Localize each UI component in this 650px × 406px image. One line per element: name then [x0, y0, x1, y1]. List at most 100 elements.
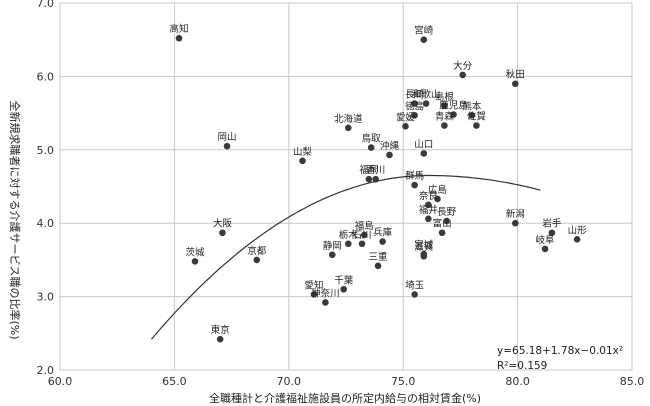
point-label: 茨城	[185, 246, 205, 258]
data-point	[420, 36, 428, 43]
data-point	[322, 299, 329, 306]
point-label: 群馬	[405, 170, 424, 182]
data-point	[328, 251, 336, 259]
data-point	[422, 100, 430, 107]
grid-layer	[59, 2, 633, 371]
data-point	[216, 335, 224, 343]
data-point	[402, 123, 409, 130]
data-point	[473, 122, 480, 129]
y-axis-title: 全新規求職者に対する介護サービス職の比率(%)	[8, 100, 22, 339]
point-label: 青森	[435, 111, 455, 123]
point-label: 富山	[433, 218, 452, 230]
data-point	[358, 240, 366, 248]
trendline-equation: y=65.18+1.78x−0.01x²	[497, 345, 623, 357]
data-point	[344, 240, 352, 248]
x-tick-label: 60.0	[48, 375, 73, 388]
y-tick-label: 2.0	[37, 364, 55, 377]
data-point	[372, 175, 380, 183]
point-label: 島根	[435, 91, 455, 103]
point-label: 長崎	[405, 89, 425, 101]
point-label: 徳島	[405, 100, 424, 112]
trendline-curve	[151, 174, 541, 340]
data-point	[365, 175, 373, 183]
data-point	[425, 215, 432, 223]
data-point	[425, 201, 432, 209]
data-point	[541, 245, 549, 253]
data-point	[411, 100, 418, 107]
data-point	[411, 181, 418, 189]
data-point	[411, 112, 418, 119]
point-label: 奈良	[419, 190, 439, 202]
point-label: 鹿児島	[439, 100, 468, 112]
point-label: 静岡	[323, 240, 342, 252]
data-point	[459, 71, 466, 79]
data-point	[191, 258, 199, 265]
data-point	[548, 229, 556, 237]
point-label: 広島	[428, 184, 447, 196]
data-point	[411, 291, 418, 298]
point-label: 山口	[414, 139, 433, 150]
point-label: 東京	[211, 324, 230, 336]
y-tick-label: 5.0	[37, 144, 55, 157]
x-tick-label: 75.0	[391, 375, 416, 388]
point-label: 大分	[453, 60, 473, 72]
data-point	[344, 124, 352, 132]
data-point	[253, 256, 261, 264]
point-label: 岡山	[218, 132, 237, 143]
data-point	[420, 250, 428, 258]
x-tick-label: 85.0	[620, 375, 645, 388]
data-point	[219, 229, 226, 237]
x-tick-label: 65.0	[162, 375, 187, 388]
data-point	[374, 262, 382, 270]
point-label: 福島	[355, 220, 374, 232]
point-label: 埼玉	[405, 279, 425, 291]
data-point	[340, 285, 348, 293]
data-point	[434, 195, 441, 203]
point-label: 鳥取	[362, 133, 382, 145]
point-label: 石川	[353, 230, 372, 241]
point-label: 福岡	[359, 164, 378, 176]
point-label: 和歌山	[412, 89, 441, 101]
point-label: 沖縄	[380, 140, 400, 152]
point-label: 北海道	[334, 113, 363, 125]
trendline-layer	[151, 174, 541, 340]
data-point	[175, 34, 183, 42]
point-label: 高知	[169, 23, 188, 35]
data-point	[438, 229, 446, 237]
data-point	[468, 112, 476, 119]
point-label: 福井	[419, 204, 438, 216]
y-tick-label: 4.0	[37, 217, 55, 230]
point-label: 大阪	[213, 218, 233, 230]
point-label: 滋賀	[414, 241, 433, 253]
point-label: 山梨	[293, 146, 313, 158]
point-label: 秋田	[506, 69, 525, 81]
point-label: 千葉	[334, 274, 354, 286]
point-label: 岩手	[542, 218, 562, 230]
y-tick-label: 6.0	[37, 70, 55, 83]
data-point	[361, 231, 368, 239]
data-point	[310, 291, 318, 298]
data-point	[573, 236, 581, 243]
data-point	[443, 217, 450, 225]
point-label: 愛知	[304, 279, 323, 291]
point-label: 佐賀	[467, 111, 486, 123]
point-label: 兵庫	[373, 227, 393, 239]
point-label: 栃木	[339, 229, 359, 241]
data-point	[441, 102, 448, 110]
plot-frame	[59, 2, 633, 371]
x-tick-label: 70.0	[277, 375, 302, 388]
point-label: 長野	[437, 207, 457, 218]
x-axis-title: 全職種計と介護福祉施設員の所定内給与の相対賃金(%)	[209, 391, 481, 405]
data-point	[441, 122, 448, 129]
y-tick-label: 7.0	[37, 0, 55, 10]
point-label: 三重	[369, 251, 389, 263]
point-label: 山形	[568, 224, 588, 236]
data-point	[367, 144, 375, 151]
y-tick-label: 3.0	[37, 291, 55, 304]
point-label: 熊本	[462, 100, 482, 112]
data-point	[379, 238, 386, 245]
point-label: 宮崎	[414, 25, 434, 37]
point-label: 愛媛	[396, 111, 416, 123]
